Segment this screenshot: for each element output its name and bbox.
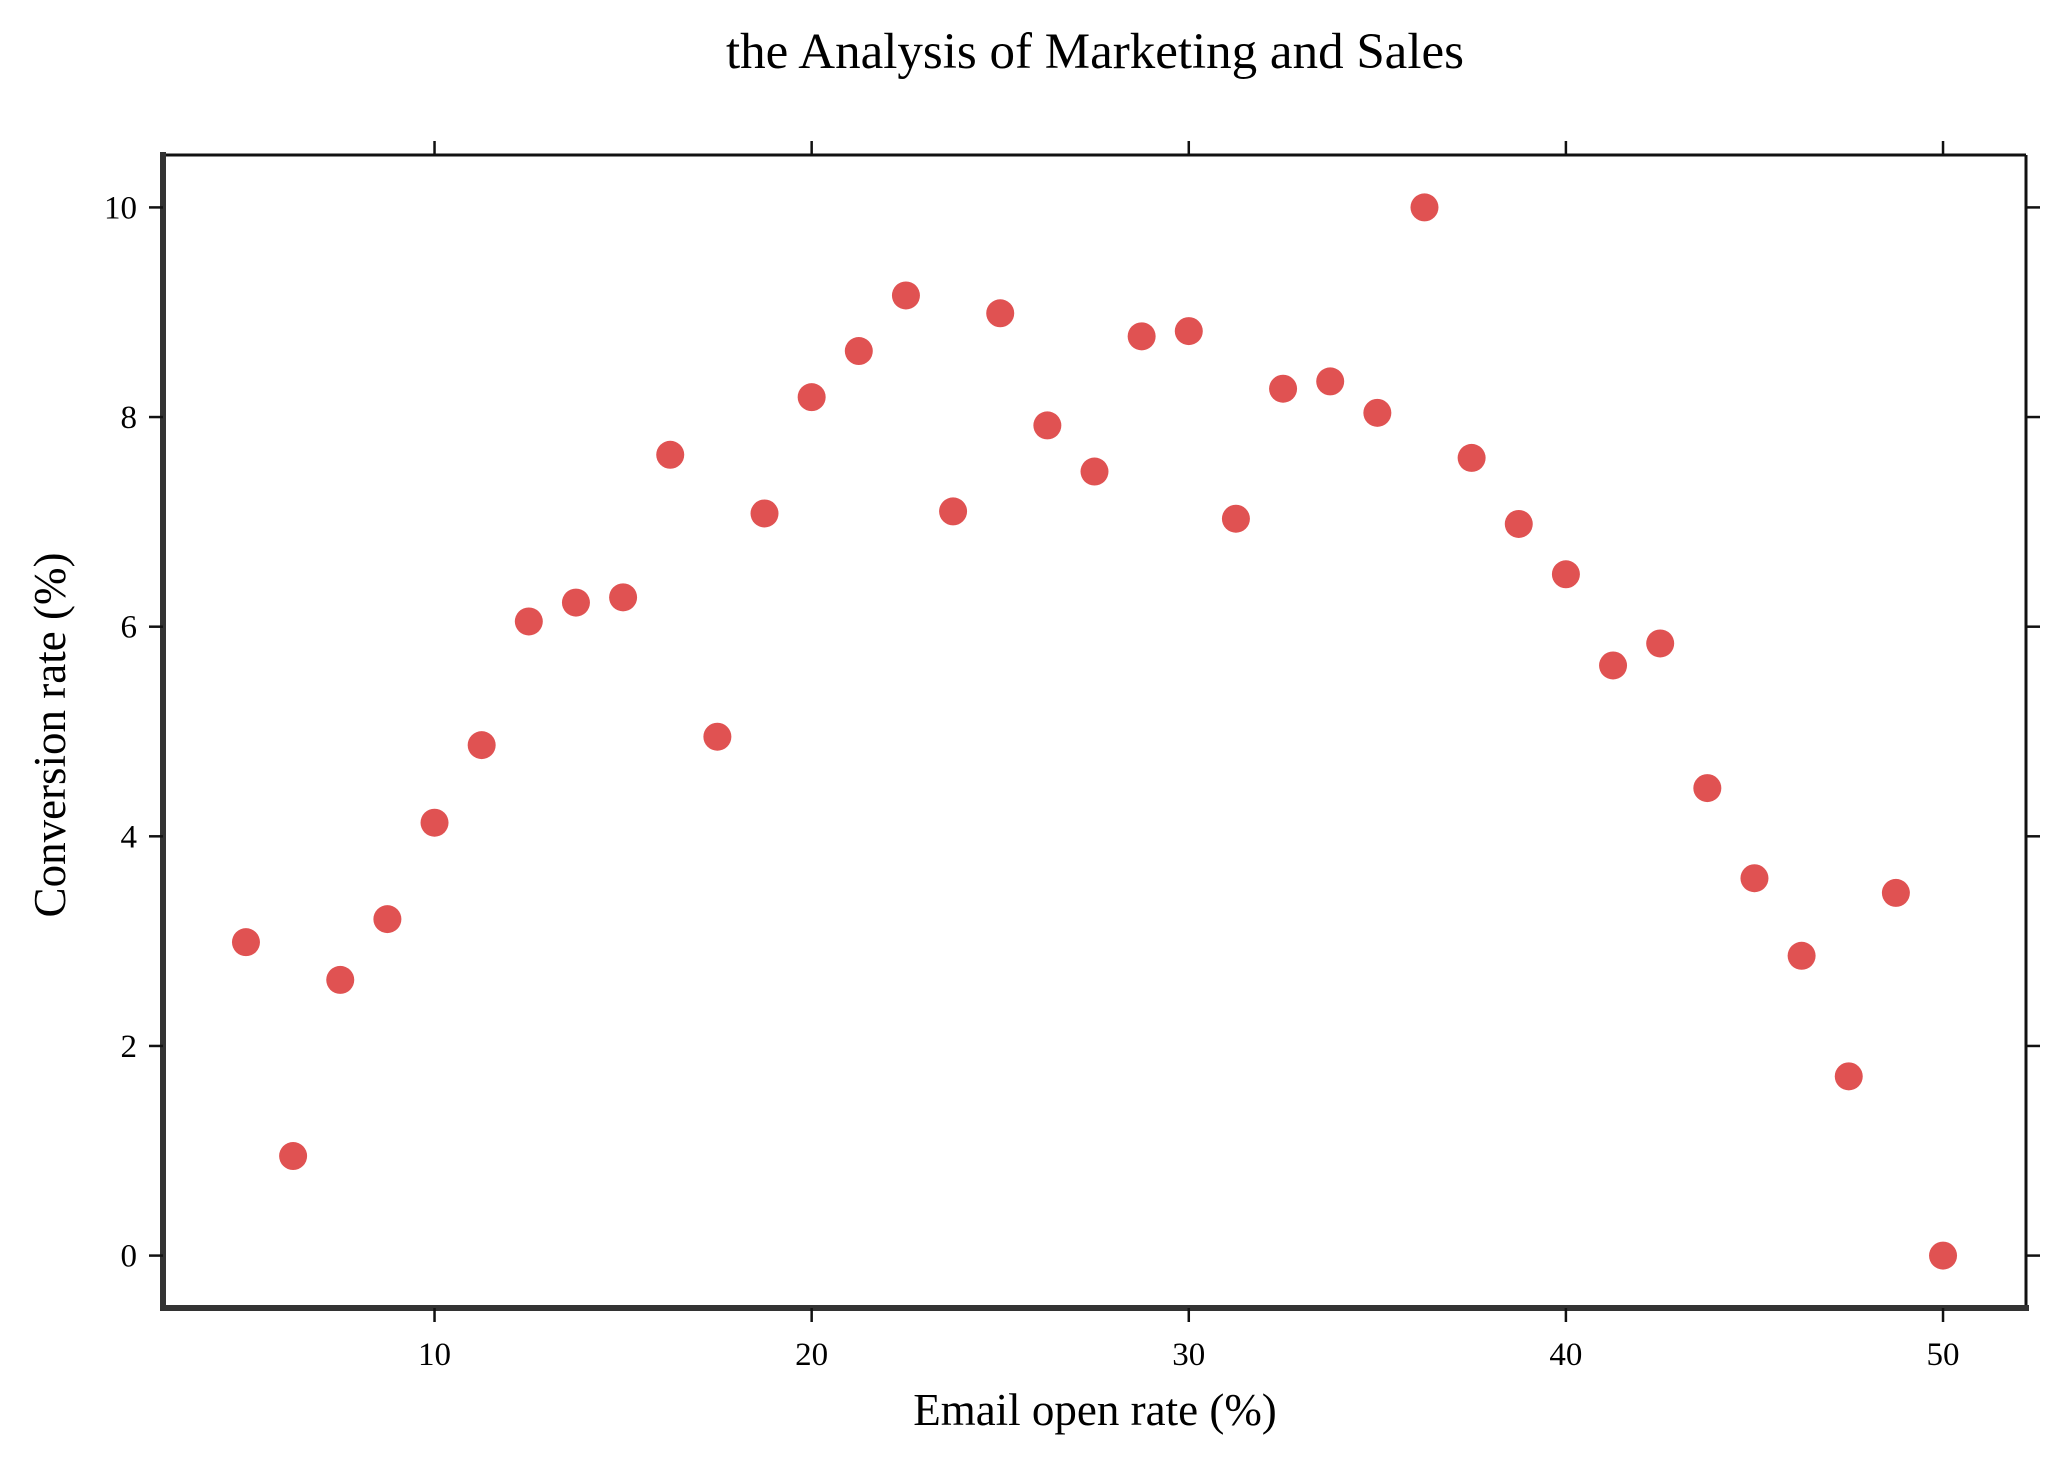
x-tick-label: 30 bbox=[1172, 1337, 1205, 1373]
y-tick-label: 0 bbox=[121, 1239, 138, 1275]
data-point bbox=[279, 1142, 308, 1171]
data-point bbox=[1504, 509, 1533, 538]
data-point bbox=[1174, 317, 1203, 346]
data-point bbox=[609, 583, 638, 612]
x-tick-label: 20 bbox=[795, 1337, 828, 1373]
data-point bbox=[1834, 1062, 1863, 1091]
data-points bbox=[231, 193, 1958, 1270]
y-axis-label: Conversion rate (%) bbox=[25, 553, 75, 918]
x-tick-label: 40 bbox=[1549, 1337, 1582, 1373]
data-point bbox=[939, 497, 968, 526]
data-point bbox=[1457, 443, 1486, 472]
data-point bbox=[891, 281, 920, 310]
data-point bbox=[750, 499, 779, 528]
data-point bbox=[656, 440, 685, 469]
x-tick-label: 50 bbox=[1927, 1337, 1960, 1373]
y-tick-label: 10 bbox=[104, 190, 137, 226]
data-point bbox=[1599, 651, 1628, 680]
data-point bbox=[1080, 457, 1109, 486]
data-point bbox=[514, 607, 543, 636]
data-point bbox=[467, 731, 496, 760]
data-point bbox=[1551, 560, 1580, 589]
data-point bbox=[420, 808, 449, 837]
data-point bbox=[1363, 398, 1392, 427]
data-point bbox=[1787, 941, 1816, 970]
data-point bbox=[1033, 411, 1062, 440]
y-tick-label: 8 bbox=[121, 400, 138, 436]
data-point bbox=[1269, 374, 1298, 403]
y-tick-label: 6 bbox=[121, 610, 138, 646]
data-point bbox=[1740, 864, 1769, 893]
y-tick-label: 4 bbox=[121, 819, 138, 855]
data-point bbox=[844, 337, 873, 366]
plot-frame bbox=[160, 152, 2029, 1311]
chart-title: the Analysis of Marketing and Sales bbox=[726, 24, 1464, 80]
data-point bbox=[1693, 774, 1722, 803]
x-tick-label: 10 bbox=[418, 1337, 451, 1373]
data-point bbox=[1929, 1241, 1958, 1270]
data-point bbox=[986, 299, 1015, 328]
data-point bbox=[231, 928, 260, 957]
data-point bbox=[1127, 322, 1156, 351]
data-point bbox=[1316, 367, 1345, 396]
data-point bbox=[1410, 193, 1439, 222]
data-point bbox=[797, 383, 826, 412]
x-axis-label: Email open rate (%) bbox=[913, 1385, 1277, 1435]
data-point bbox=[373, 905, 402, 934]
y-tick-label: 2 bbox=[121, 1029, 138, 1065]
data-point bbox=[326, 965, 355, 994]
data-point bbox=[1881, 878, 1910, 907]
data-point bbox=[561, 588, 590, 617]
data-point bbox=[1646, 629, 1675, 658]
data-point bbox=[703, 722, 732, 751]
axis-ticks: 10 20 30 40 50 0 2 4 6 8 10 bbox=[104, 141, 2040, 1373]
data-point bbox=[1221, 504, 1250, 533]
